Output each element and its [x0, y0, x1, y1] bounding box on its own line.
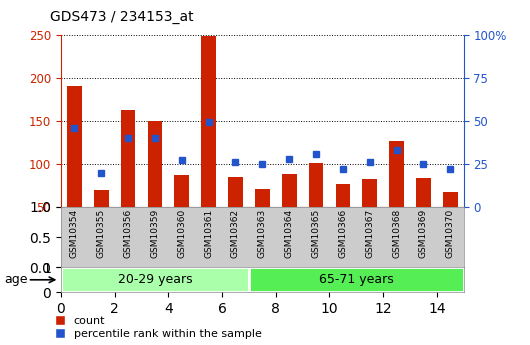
Bar — [174, 175, 189, 207]
Bar — [147, 121, 162, 207]
Bar — [282, 174, 297, 207]
Text: GSM10365: GSM10365 — [312, 209, 321, 258]
Text: GSM10363: GSM10363 — [258, 209, 267, 258]
Text: GSM10355: GSM10355 — [97, 209, 105, 258]
Bar — [94, 190, 109, 207]
Text: 65-71 years: 65-71 years — [319, 273, 394, 286]
Legend: count, percentile rank within the sample: count, percentile rank within the sample — [56, 316, 262, 339]
Bar — [61, 267, 249, 292]
Text: GSM10362: GSM10362 — [231, 209, 240, 258]
Bar — [416, 178, 431, 207]
Bar — [308, 163, 323, 207]
Text: GSM10361: GSM10361 — [204, 209, 213, 258]
Bar — [255, 189, 270, 207]
Text: GSM10364: GSM10364 — [285, 209, 294, 258]
Text: GSM10356: GSM10356 — [123, 209, 132, 258]
Text: GSM10367: GSM10367 — [365, 209, 374, 258]
Text: GSM10370: GSM10370 — [446, 209, 455, 258]
Bar — [335, 184, 350, 207]
Text: GDS473 / 234153_at: GDS473 / 234153_at — [50, 10, 194, 24]
Text: GSM10354: GSM10354 — [70, 209, 79, 258]
Text: GSM10369: GSM10369 — [419, 209, 428, 258]
Bar — [389, 141, 404, 207]
Bar — [249, 267, 464, 292]
Text: 20-29 years: 20-29 years — [118, 273, 192, 286]
Text: age: age — [4, 273, 28, 286]
Text: GSM10359: GSM10359 — [151, 209, 160, 258]
Bar — [443, 193, 458, 207]
Bar — [201, 36, 216, 207]
Bar — [363, 179, 377, 207]
Text: GSM10360: GSM10360 — [178, 209, 186, 258]
Text: GSM10368: GSM10368 — [392, 209, 401, 258]
Bar — [228, 177, 243, 207]
Bar — [67, 86, 82, 207]
Text: GSM10366: GSM10366 — [339, 209, 347, 258]
Bar — [121, 110, 136, 207]
